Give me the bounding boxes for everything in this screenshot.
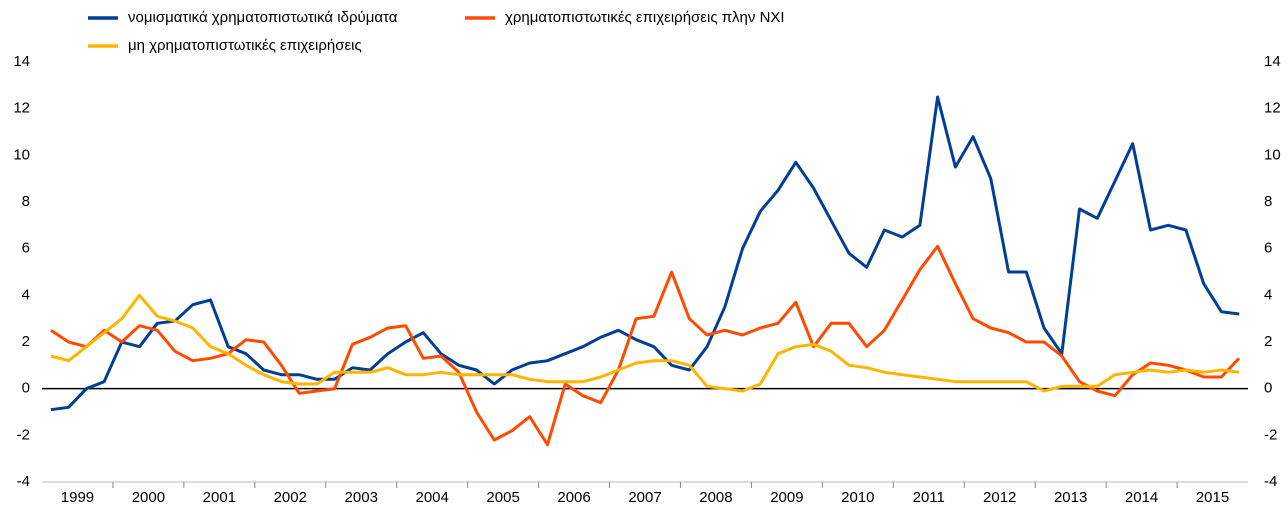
y2-tick-label: 8 <box>1264 193 1272 210</box>
x-tick-label: 2007 <box>628 489 661 506</box>
y-tick-label: 0 <box>22 380 30 397</box>
y-tick-label: 10 <box>13 146 30 163</box>
x-tick-label: 2014 <box>1125 489 1158 506</box>
y-tick-label: 8 <box>22 193 30 210</box>
y2-tick-label: 12 <box>1264 100 1281 117</box>
y-tick-label: 14 <box>13 53 30 70</box>
x-tick-label: 2005 <box>486 489 519 506</box>
y-tick-label: 2 <box>22 333 30 350</box>
series-line <box>50 293 1240 393</box>
x-tick-label: 2009 <box>770 489 803 506</box>
x-tick-label: 2008 <box>699 489 732 506</box>
x-tick-label: 2006 <box>557 489 590 506</box>
x-tick-label: 2000 <box>132 489 165 506</box>
y-tick-label: -4 <box>17 473 30 490</box>
x-tick-label: 2011 <box>913 489 945 506</box>
series-line <box>50 244 1241 447</box>
y2-tick-label: 10 <box>1264 146 1281 163</box>
y-tick-label: 4 <box>22 286 30 303</box>
x-tick-label: 2004 <box>415 489 448 506</box>
y2-tick-label: 14 <box>1264 53 1281 70</box>
y2-tick-label: -4 <box>1264 473 1277 490</box>
x-tick-label: 2002 <box>274 489 307 506</box>
x-tick-label: 2003 <box>345 489 378 506</box>
x-tick-label: 2015 <box>1196 489 1229 506</box>
legend-label: χρηματοπιστωτικές επιχειρήσεις πλην ΝΧΙ <box>505 9 785 26</box>
x-tick-label: 2012 <box>983 489 1016 506</box>
y2-tick-label: 6 <box>1264 240 1272 257</box>
y2-tick-label: 2 <box>1264 333 1272 350</box>
y2-tick-label: 0 <box>1264 380 1272 397</box>
y-tick-label: -2 <box>17 426 30 443</box>
x-tick-label: 1999 <box>61 489 94 506</box>
y-tick-label: 12 <box>13 100 30 117</box>
y2-tick-label: 4 <box>1264 286 1272 303</box>
x-tick-label: 2010 <box>841 489 874 506</box>
y-tick-label: 6 <box>22 240 30 257</box>
y2-tick-label: -2 <box>1264 426 1277 443</box>
x-tick-label: 2001 <box>203 489 236 506</box>
x-tick-label: 2013 <box>1054 489 1087 506</box>
legend-label: μη χρηματοπιστωτικές επιχειρήσεις <box>128 37 362 54</box>
legend-label: νομισματικά χρηματοπιστωτικά ιδρύματα <box>128 9 398 26</box>
series-line <box>50 95 1240 412</box>
